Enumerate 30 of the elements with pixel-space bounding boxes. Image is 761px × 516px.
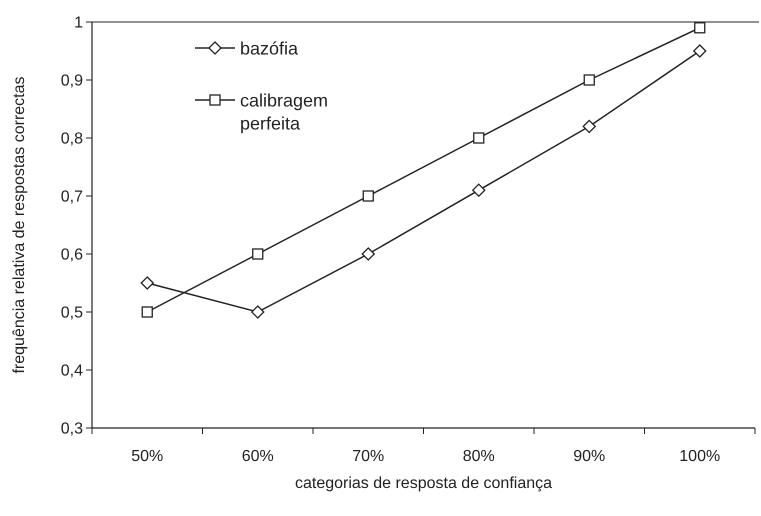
point (252, 248, 264, 260)
x-tick-label: 100% (679, 448, 720, 465)
point (694, 22, 706, 34)
y-tick-label: 0,3 (60, 420, 84, 438)
y-tick-label: 0,8 (60, 130, 84, 148)
point (472, 184, 486, 197)
point (693, 44, 706, 58)
y-tick-label: 0,4 (60, 362, 84, 380)
point (584, 74, 595, 86)
point (362, 190, 374, 202)
x-tick-label: 70% (352, 448, 384, 465)
point (473, 132, 484, 144)
y-tick-label: 0,9 (60, 72, 84, 90)
x-tick-label: 80% (462, 448, 495, 465)
x-tick-label: 50% (131, 448, 164, 465)
point (582, 120, 596, 134)
point (362, 247, 375, 261)
x-tick-label: 60% (242, 448, 274, 465)
y-tick-label: 1 (74, 14, 84, 32)
legend-label: calibragem perfeita (240, 90, 328, 134)
y-tick-label: 0,7 (60, 188, 84, 206)
y-tick-label: 0,5 (60, 304, 84, 322)
point (142, 306, 153, 318)
y-axis-title: frequência relativa de respostas correctas (11, 76, 28, 374)
x-axis-title: categorias de resposta de confiança (294, 475, 552, 492)
legend-label: bazófia (240, 38, 300, 58)
point (140, 276, 154, 290)
point (251, 305, 264, 319)
x-tick-label: 90% (573, 448, 606, 465)
y-tick-label: 0,6 (60, 246, 84, 264)
